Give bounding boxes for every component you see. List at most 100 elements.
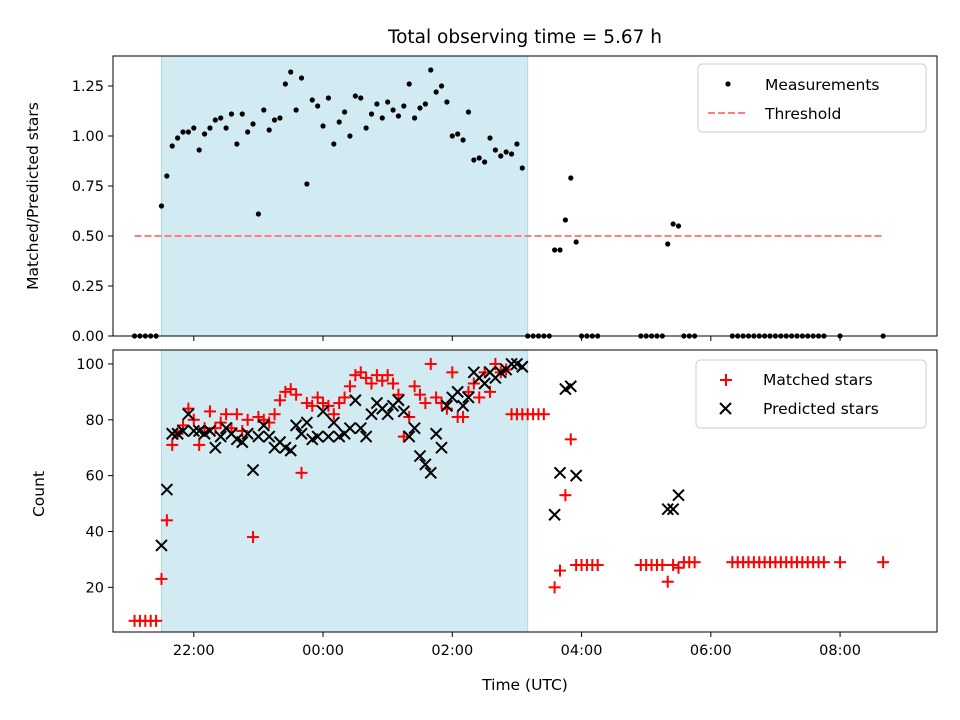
predicted-point	[553, 466, 567, 480]
predicted-point	[359, 430, 373, 443]
matched-point	[241, 413, 254, 426]
predicted-point	[381, 408, 394, 421]
matched-point	[591, 558, 604, 571]
measurement-point	[164, 173, 170, 179]
matched-point	[284, 383, 297, 396]
predicted-point	[155, 539, 168, 552]
x-tick-label: 22:00	[173, 643, 215, 659]
top-legend: Measurements Threshold	[697, 63, 927, 133]
measurement-point	[293, 107, 299, 113]
measurement-point	[347, 133, 353, 139]
measurement-point	[336, 119, 342, 125]
matched-point	[688, 556, 701, 569]
predicted-point	[187, 424, 200, 438]
measurement-point	[514, 141, 520, 147]
measurement-point	[519, 165, 525, 171]
measurement-point	[573, 239, 579, 245]
y-tick-label: 1.00	[72, 129, 104, 145]
measurement-point	[191, 125, 197, 131]
matched-point	[667, 558, 680, 571]
matched-point	[376, 374, 389, 387]
measurement-point	[309, 97, 315, 103]
measurement-point	[304, 181, 310, 187]
top-highlight-span	[160, 55, 529, 337]
measurement-point	[234, 141, 240, 147]
measurement-point	[180, 129, 186, 135]
matched-point	[317, 397, 330, 410]
predicted-point	[203, 424, 217, 438]
measurement-point	[492, 147, 498, 153]
measurement-point	[422, 101, 428, 107]
measurement-point	[175, 135, 181, 141]
measurement-point	[358, 95, 364, 101]
matched-point	[381, 369, 394, 382]
measurement-point	[498, 153, 504, 159]
measurement-point	[196, 147, 202, 153]
measurement-point	[444, 99, 450, 105]
measurement-point	[374, 101, 380, 107]
matched-point	[446, 366, 459, 379]
measurement-point	[261, 107, 267, 113]
y-tick-label: 40	[86, 524, 104, 540]
measurement-point	[255, 211, 262, 217]
measurement-point	[368, 111, 375, 117]
predicted-point	[182, 408, 195, 421]
x-tick-label: 02:00	[431, 643, 473, 659]
measurement-point	[282, 81, 288, 87]
matched-point	[672, 561, 685, 574]
matched-point	[360, 371, 373, 384]
measurement-point	[401, 103, 407, 109]
measurement-point	[207, 125, 213, 131]
y-tick-label: 1.25	[72, 79, 104, 95]
matched-point	[413, 388, 426, 401]
measurement-point	[277, 115, 283, 121]
bottom-y-axis: 20 40 60 80 100	[76, 357, 113, 596]
figure-title: Total observing time = 5.67 h	[387, 27, 662, 48]
matched-point	[548, 581, 561, 594]
predicted-point	[236, 435, 249, 449]
measurement-point	[417, 105, 423, 111]
top-y-axis-label: Matched/Predicted stars	[24, 102, 42, 290]
predicted-point	[564, 380, 577, 393]
predicted-point	[392, 394, 405, 407]
legend-measurements-marker	[725, 81, 731, 87]
predicted-point	[289, 419, 303, 432]
predicted-point	[419, 458, 432, 471]
matched-point	[430, 391, 443, 404]
matched-point	[193, 438, 206, 451]
predicted-point	[311, 430, 324, 443]
measurement-point	[476, 155, 482, 161]
matched-point	[311, 391, 324, 404]
measurement-point	[568, 175, 574, 181]
measurement-point	[298, 75, 305, 81]
predicted-point	[672, 488, 685, 502]
matched-point	[554, 564, 567, 577]
predicted-point	[214, 430, 227, 443]
y-tick-label: 100	[76, 357, 104, 373]
matched-point	[419, 397, 432, 410]
x-tick-label: 04:00	[561, 643, 603, 659]
measurement-point	[465, 109, 472, 115]
matched-point	[290, 388, 303, 401]
measurement-point	[487, 135, 493, 141]
matched-point	[564, 433, 577, 446]
measurement-point	[169, 143, 175, 149]
matched-point	[365, 377, 378, 390]
legend-threshold-label: Threshold	[764, 105, 841, 123]
measurement-point	[449, 133, 455, 139]
measurement-point	[250, 121, 256, 127]
top-y-axis: 0.00 0.25 0.50 0.75 1.00 1.25	[72, 79, 113, 345]
predicted-point	[666, 502, 680, 516]
measurement-point	[675, 223, 682, 229]
y-tick-label: 60	[86, 469, 104, 485]
measurement-point	[288, 69, 294, 75]
measurement-point	[341, 109, 348, 115]
measurement-point	[218, 115, 224, 121]
predicted-point	[209, 441, 222, 454]
matched-point	[370, 369, 383, 382]
predicted-point	[343, 421, 357, 435]
measurement-point	[325, 95, 332, 101]
predicted-point	[300, 416, 314, 429]
matched-point	[392, 388, 405, 401]
